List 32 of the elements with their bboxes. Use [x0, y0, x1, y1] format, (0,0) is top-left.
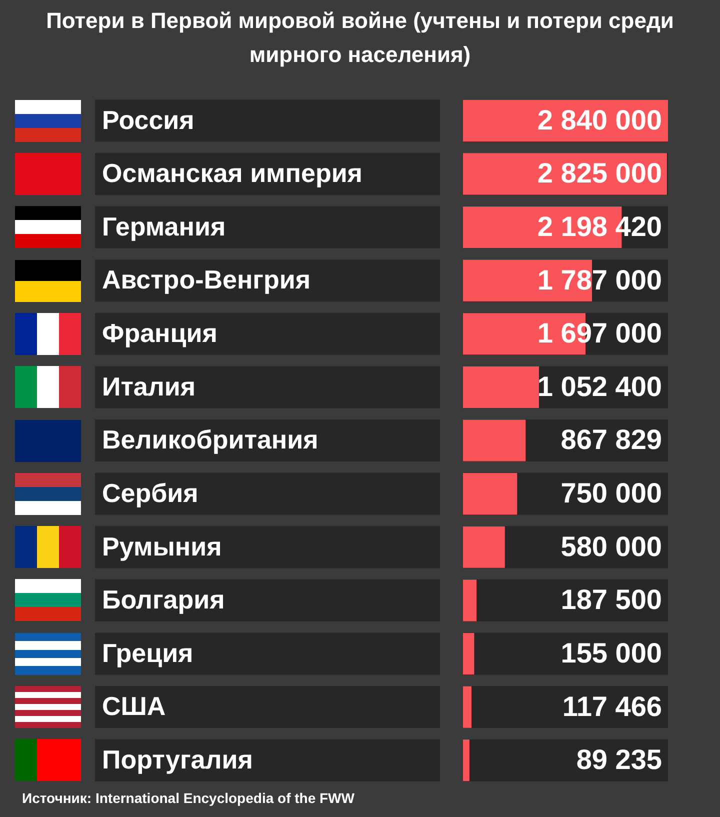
- bar: [463, 526, 505, 568]
- data-label: 2 825 000: [537, 158, 662, 189]
- data-label: 89 235: [576, 744, 662, 776]
- text: Источник: International Encyclopedia of the FWW: [22, 790, 354, 806]
- bar: [463, 420, 526, 462]
- data-label: 187 500: [560, 584, 662, 616]
- data-label: 155 000: [560, 637, 662, 668]
- data-label: 867 829: [560, 424, 662, 456]
- y-tick-label: Османская империя: [102, 158, 362, 188]
- y-tick-label: Румыния: [102, 531, 222, 562]
- data-label: 2 840 000: [537, 104, 662, 136]
- y-tick-label: Сербия: [102, 478, 198, 508]
- y-tick-label: США: [102, 691, 166, 722]
- bar: [463, 740, 470, 782]
- y-tick-label: Великобритания: [102, 424, 318, 455]
- chart-title: Потери в Первой мировой войне (учтены и потери среди мирного населения): [45, 7, 675, 69]
- bar: [463, 580, 477, 622]
- y-tick-label: Россия: [102, 104, 194, 135]
- y-tick-label: Австро-Венгрия: [102, 264, 311, 295]
- y-tick-label: Германия: [102, 211, 226, 242]
- bar: [463, 686, 472, 728]
- y-tick-label: Болгария: [102, 584, 225, 615]
- data-label: 580 000: [560, 530, 662, 562]
- bar: [463, 632, 474, 675]
- y-tick-label: Португалия: [102, 744, 253, 775]
- y-tick-label: Италия: [102, 371, 196, 402]
- data-label: 117 466: [562, 690, 662, 722]
- data-label: 1 052 400: [537, 370, 662, 402]
- y-tick-label: Греция: [102, 638, 194, 668]
- data-label: 750 000: [560, 478, 662, 509]
- y-tick-label: Франция: [102, 318, 218, 348]
- bar: [463, 473, 518, 515]
